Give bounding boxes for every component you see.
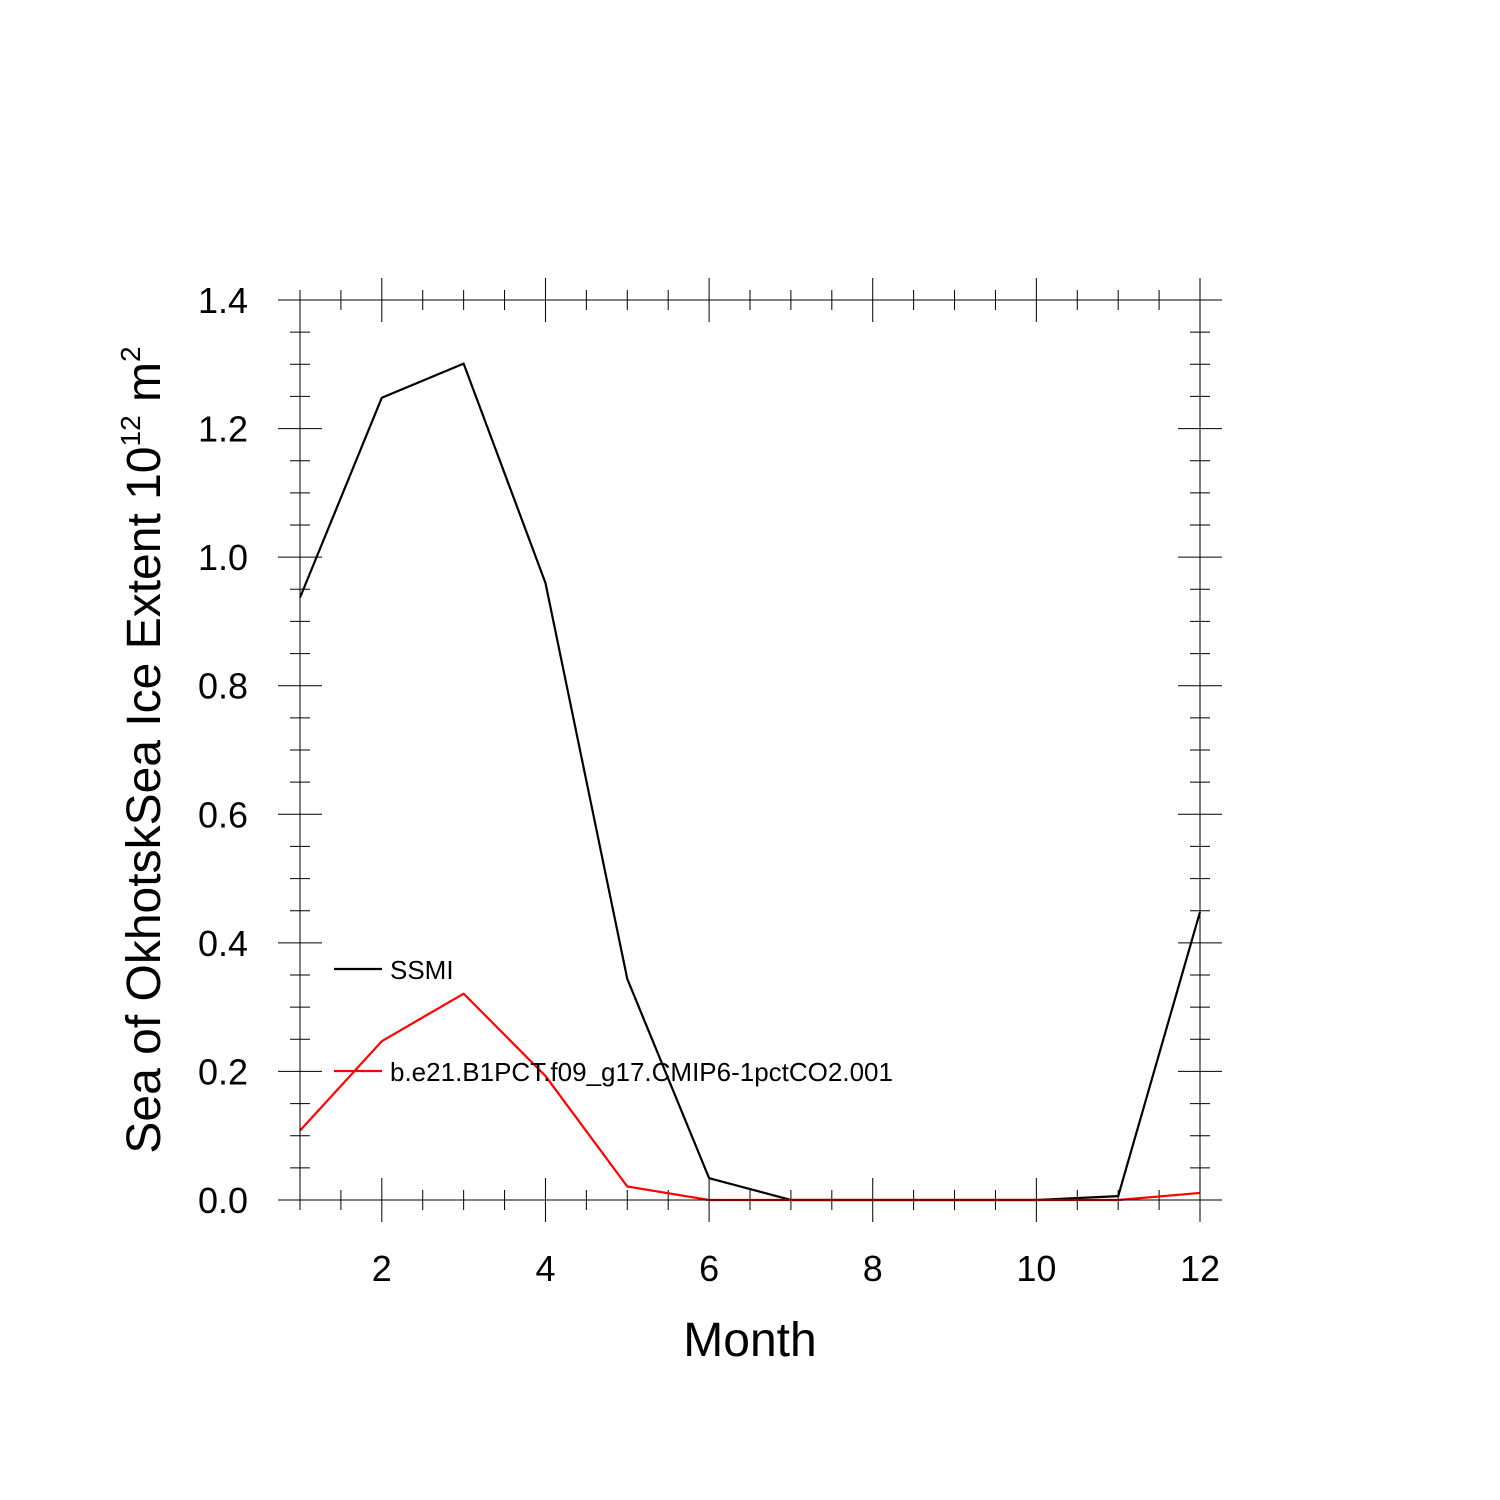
x-tick-label: 4 (535, 1248, 555, 1289)
series-line-2 (299, 992, 1201, 1202)
y-axis-title-exponent-2: 2 (115, 346, 146, 362)
y-tick-label: 1.2 (198, 409, 248, 450)
y-tick-labels: 0.0 0.2 0.4 0.6 0.8 1.0 1.2 1.4 (198, 280, 248, 1221)
legend-label: b.e21.B1PCT.f09_g17.CMIP6-1pctCO2.001 (390, 1057, 893, 1087)
y-axis-title-middle: m (118, 362, 171, 415)
x-tick-labels: 2 4 6 8 10 12 (372, 1248, 1220, 1289)
y-axis-title-prefix: Sea of OkhotskSea Ice Extent 10 (118, 446, 171, 1153)
y-axis-title-exponent-1: 12 (115, 415, 146, 446)
x-axis-title: Month (683, 1314, 816, 1367)
y-tick-label: 0.2 (198, 1051, 248, 1092)
y-tick-label: 0.0 (198, 1180, 248, 1221)
x-tick-label: 10 (1016, 1248, 1056, 1289)
legend: SSMI b.e21.B1PCT.f09_g17.CMIP6-1pctCO2.00… (334, 955, 893, 1087)
x-tick-label: 2 (372, 1248, 392, 1289)
y-tick-label: 1.4 (198, 280, 248, 321)
x-tick-label: 6 (699, 1248, 719, 1289)
y-tick-label: 0.4 (198, 923, 248, 964)
y-axis-title: Sea of OkhotskSea Ice Extent 1012 m2 (115, 346, 171, 1153)
x-tick-label: 12 (1180, 1248, 1220, 1289)
legend-label: SSMI (390, 955, 454, 985)
plot-frame (299, 299, 1201, 1201)
y-tick-label: 0.8 (198, 666, 248, 707)
y-tick-label: 1.0 (198, 537, 248, 578)
x-tick-label: 8 (863, 1248, 883, 1289)
y-tick-label: 0.6 (198, 794, 248, 835)
